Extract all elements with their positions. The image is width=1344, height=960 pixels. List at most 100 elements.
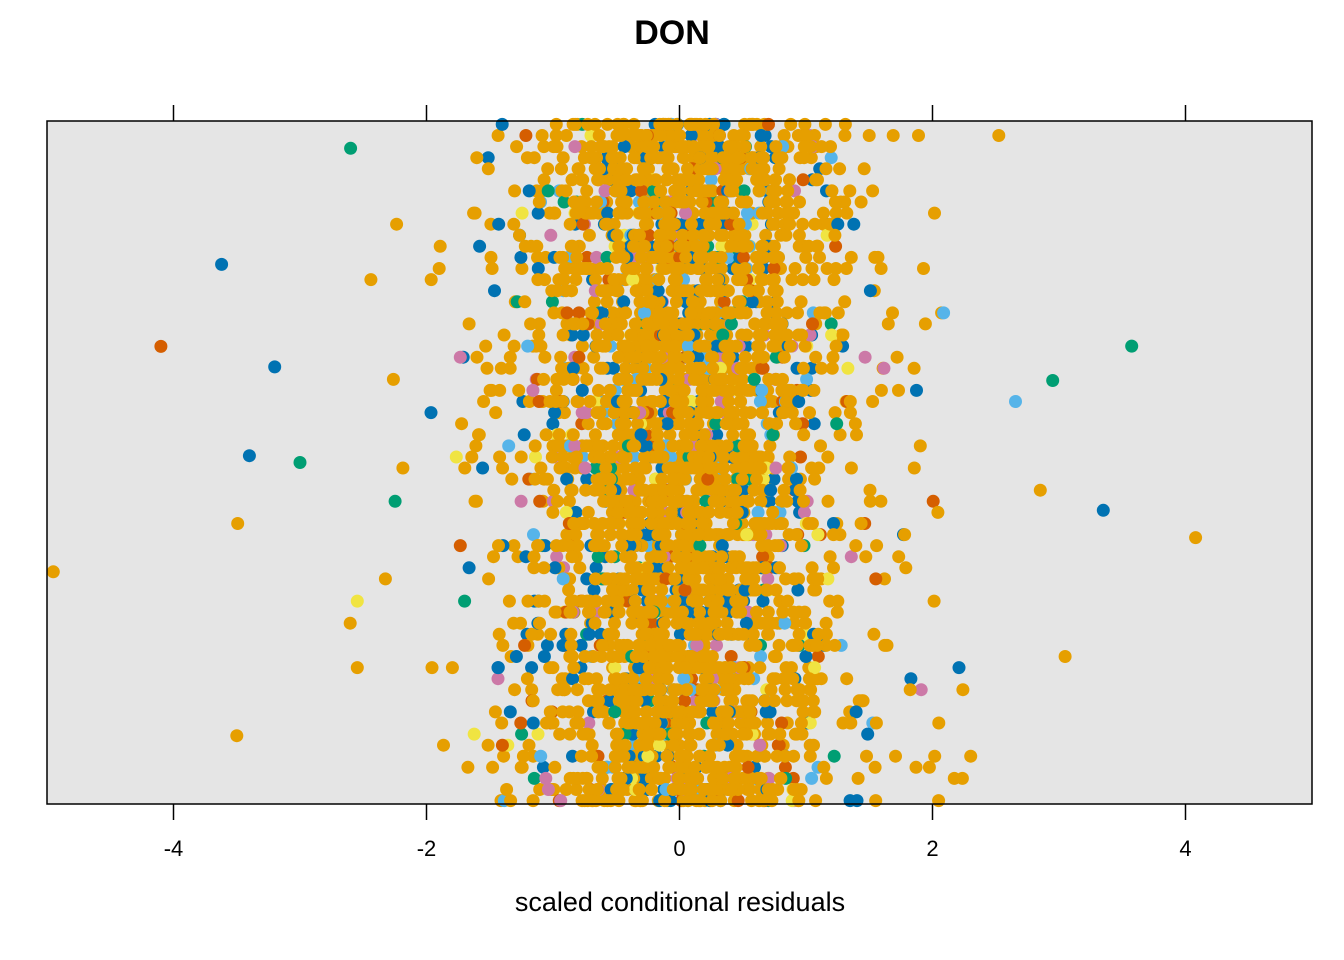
data-point (458, 594, 472, 608)
data-point (664, 361, 678, 375)
data-point (907, 461, 921, 475)
data-point (527, 771, 541, 785)
data-point (624, 528, 638, 542)
data-point (563, 727, 577, 741)
data-point (829, 206, 843, 220)
data-point (760, 583, 773, 597)
data-point (799, 650, 813, 663)
data-point (606, 583, 619, 597)
data-point (781, 184, 795, 198)
data-point (778, 683, 792, 697)
data-point (792, 794, 806, 808)
data-point (717, 295, 731, 309)
data-point (786, 605, 800, 619)
data-point (821, 450, 835, 464)
data-point (544, 627, 558, 641)
data-point (755, 162, 769, 176)
data-point (964, 749, 978, 763)
data-point (662, 760, 676, 774)
data-point (795, 328, 809, 342)
data-point (652, 694, 666, 708)
data-point (570, 250, 584, 264)
data-point (492, 627, 506, 641)
data-point (928, 749, 942, 763)
data-point (612, 650, 626, 663)
data-point (660, 661, 674, 675)
data-point (779, 228, 793, 242)
data-point (654, 594, 668, 608)
data-point (686, 295, 700, 309)
data-point (753, 339, 766, 353)
data-point (753, 395, 767, 408)
data-point (725, 783, 738, 796)
data-point (671, 494, 685, 508)
data-point (462, 561, 476, 575)
data-point (736, 561, 750, 575)
data-point (580, 372, 594, 386)
data-point (904, 672, 918, 686)
data-point (640, 284, 654, 298)
data-point (593, 361, 607, 375)
data-point (587, 517, 601, 530)
data-point (829, 339, 843, 353)
data-point (768, 195, 782, 209)
data-point (808, 661, 822, 675)
data-point (565, 328, 579, 342)
data-point (656, 317, 670, 331)
data-point (567, 771, 580, 785)
data-point (588, 428, 602, 442)
data-point (425, 661, 439, 675)
data-point (666, 694, 680, 708)
data-point (693, 539, 707, 553)
data-point (699, 273, 713, 287)
data-point (705, 162, 719, 176)
data-point (848, 417, 862, 431)
data-point (609, 284, 623, 298)
data-point (550, 494, 564, 508)
data-point (673, 417, 687, 431)
data-point (662, 206, 676, 220)
data-point (690, 184, 704, 198)
data-point (604, 450, 618, 464)
data-point (673, 129, 687, 142)
data-point (681, 162, 694, 176)
data-point (558, 683, 572, 697)
data-point (588, 117, 602, 131)
data-point (618, 461, 632, 475)
data-point (639, 129, 653, 142)
data-point (596, 140, 610, 154)
data-point (731, 749, 745, 763)
data-point (650, 361, 664, 375)
data-point (761, 450, 774, 464)
data-point (553, 250, 567, 264)
outlier-point (154, 339, 168, 353)
data-point (574, 749, 588, 763)
data-point (555, 162, 568, 176)
data-point (537, 140, 551, 154)
x-axis-label: scaled conditional residuals (515, 887, 845, 917)
data-point (666, 162, 680, 176)
data-point (567, 517, 581, 530)
data-point (533, 616, 546, 630)
data-point (676, 561, 690, 575)
data-point (497, 328, 511, 342)
data-point (727, 771, 741, 785)
data-point (566, 317, 580, 331)
data-point (612, 505, 626, 519)
data-point (652, 306, 666, 320)
data-point (612, 794, 626, 808)
data-point (589, 461, 603, 475)
data-point (670, 616, 684, 630)
data-point (811, 572, 825, 586)
data-point (955, 771, 969, 785)
data-point (646, 250, 659, 264)
data-point (640, 273, 654, 287)
data-point (674, 173, 688, 187)
data-point (668, 339, 682, 353)
data-point (743, 783, 757, 796)
data-point (580, 184, 594, 198)
data-point (685, 117, 699, 131)
data-point (571, 539, 585, 553)
data-point (634, 250, 648, 264)
data-point (695, 129, 708, 142)
